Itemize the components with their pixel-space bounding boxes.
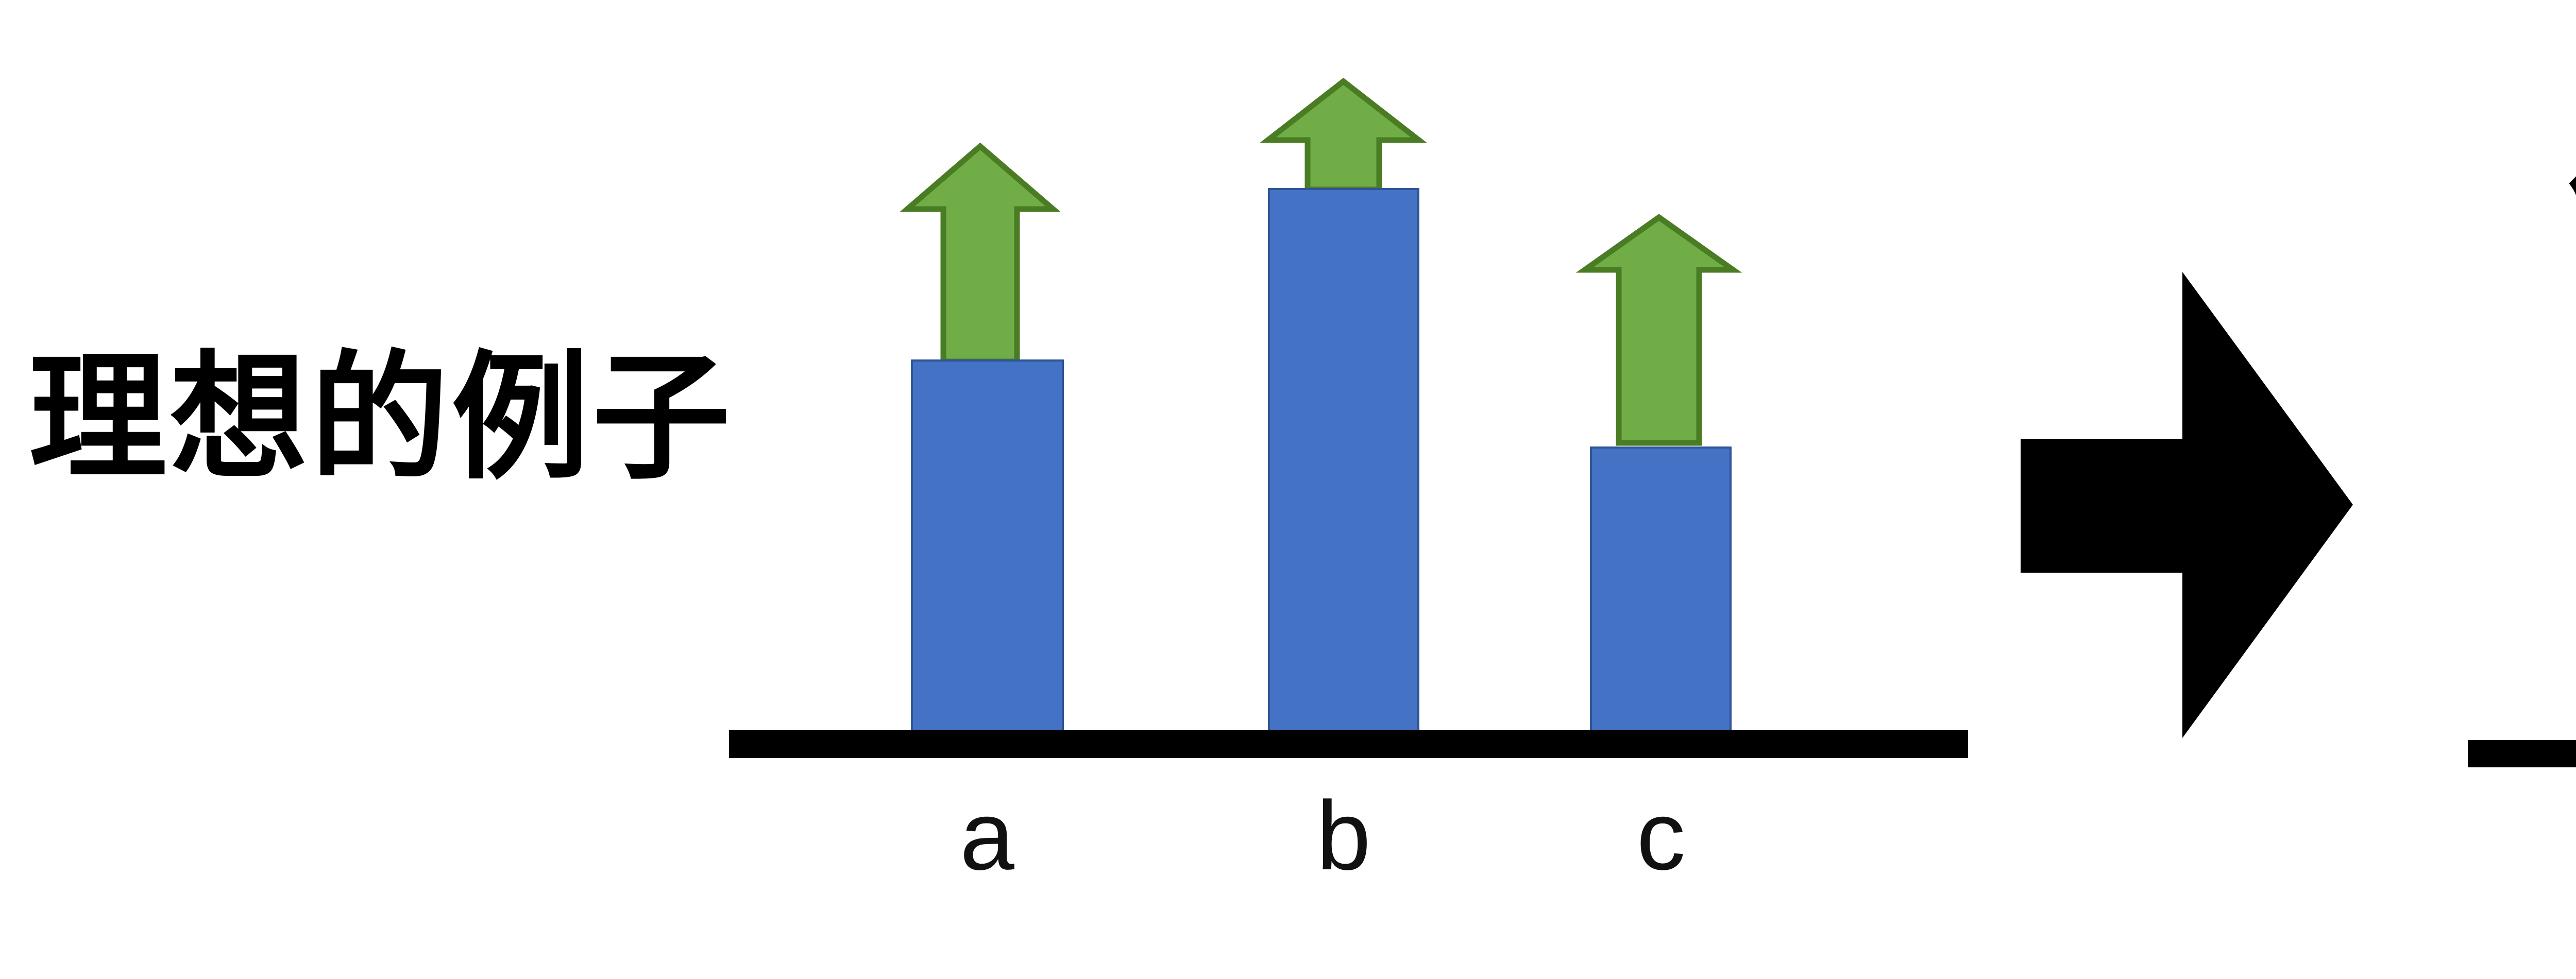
left-caption-text: 理想的例子 <box>29 342 733 495</box>
reality-chart-baseline <box>2468 740 2576 767</box>
ideal-xtick-c: c <box>1636 781 1686 890</box>
ideal-xtick-b: b <box>1316 781 1371 890</box>
ideal-chart-baseline <box>729 730 1968 758</box>
ideal-bar-c <box>1590 446 1732 732</box>
ideal-bar-chart: a b c <box>729 78 1968 890</box>
ideal-bar-b <box>1268 188 1419 732</box>
ideal-xtick-a: a <box>960 781 1014 890</box>
growth-arrow-c <box>1575 214 1742 446</box>
right-arrow-icon <box>2021 272 2353 738</box>
right-caption-text: 但是实际上…… <box>2568 129 2576 267</box>
